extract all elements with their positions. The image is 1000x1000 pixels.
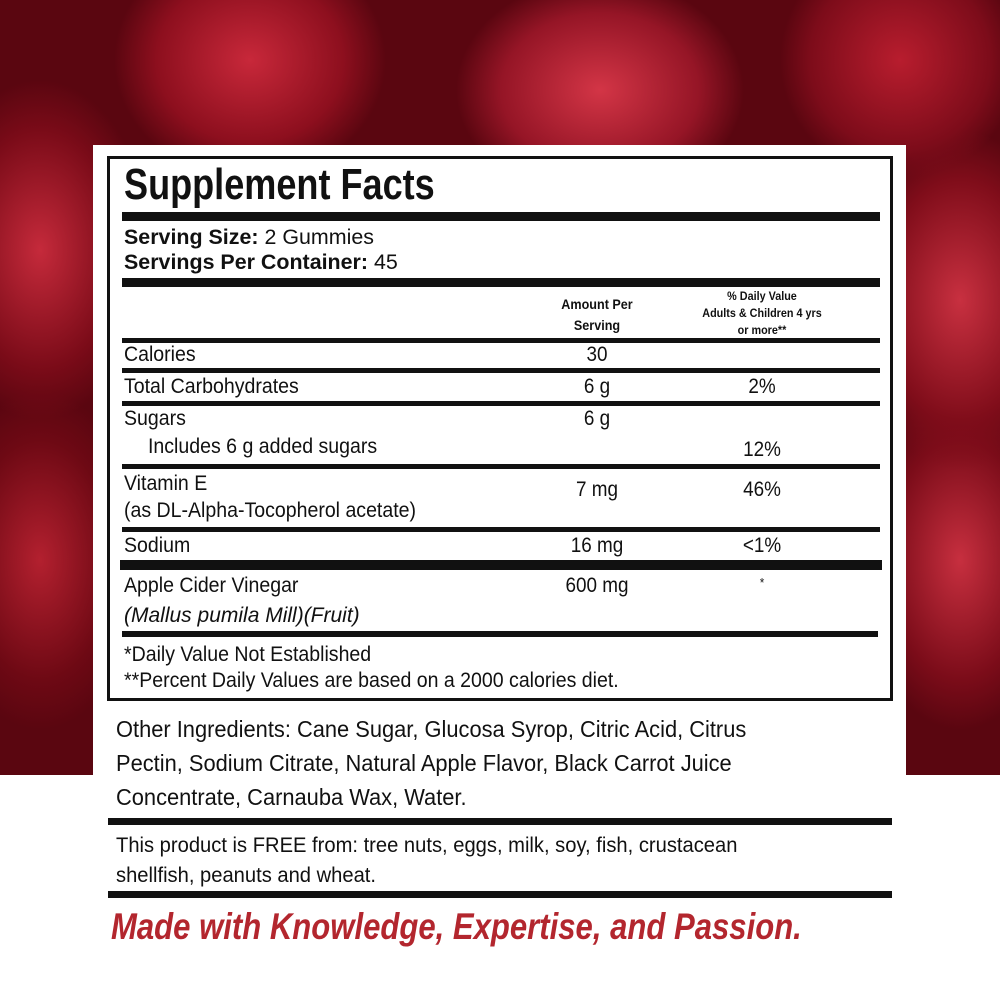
ingredients-line: Pectin, Sodium Citrate, Natural Apple Fl… bbox=[116, 750, 732, 776]
row-name: Apple Cider Vinegar bbox=[124, 574, 299, 597]
divider bbox=[122, 527, 880, 532]
row-name: Calories bbox=[124, 343, 196, 366]
divider bbox=[120, 560, 882, 570]
divider bbox=[122, 212, 880, 221]
supplement-facts-box bbox=[107, 156, 893, 701]
dv-header-line: % Daily Value bbox=[727, 289, 797, 303]
row-name: Includes 6 g added sugars bbox=[148, 435, 378, 458]
serving-size-value: 2 Gummies bbox=[264, 226, 374, 249]
row-name: Sodium bbox=[124, 534, 191, 557]
label-panel bbox=[93, 145, 906, 775]
row-amount: 7 mg bbox=[575, 478, 619, 501]
divider bbox=[108, 891, 892, 898]
footnote: *Daily Value Not Established bbox=[124, 643, 372, 666]
divider bbox=[122, 368, 880, 373]
servings-value: 45 bbox=[373, 251, 398, 274]
row-amount: 6 g bbox=[583, 407, 611, 430]
row-dv: 2% bbox=[748, 375, 776, 398]
serving-size: Serving Size: 2 Gummies bbox=[124, 226, 374, 250]
tagline: Made with Knowledge, Expertise, and Pass… bbox=[111, 906, 802, 947]
divider bbox=[122, 401, 880, 406]
amount-header: Amount Per Serving bbox=[561, 294, 632, 336]
row-sub: (as DL-Alpha-Tocopherol acetate) bbox=[124, 499, 417, 522]
servings-per-container: Servings Per Container: 45 bbox=[124, 251, 398, 275]
divider bbox=[122, 631, 878, 637]
row-dv: 46% bbox=[743, 478, 781, 501]
row-amount: 16 mg bbox=[570, 534, 624, 557]
row-amount: 6 g bbox=[583, 375, 611, 398]
row-dv: * bbox=[759, 575, 765, 590]
page-title: Supplement Facts bbox=[124, 160, 435, 209]
row-dv: <1% bbox=[742, 534, 782, 557]
divider bbox=[122, 338, 880, 343]
row-sub: (Mallus pumila Mill)(Fruit) bbox=[124, 604, 360, 627]
row-name: Vitamin E bbox=[124, 472, 208, 495]
amount-header-line: Serving bbox=[573, 317, 621, 333]
serving-size-label: Serving Size: bbox=[124, 226, 259, 249]
divider bbox=[108, 818, 892, 825]
other-ingredients: Other Ingredients: Cane Sugar, Glucosa S… bbox=[116, 712, 746, 814]
allergen-line: shellfish, peanuts and wheat. bbox=[116, 864, 377, 887]
footnote: **Percent Daily Values are based on a 20… bbox=[124, 669, 619, 692]
dv-header-line: Adults & Children 4 yrs bbox=[702, 306, 822, 320]
row-amount: 30 bbox=[586, 343, 608, 366]
row-amount: 600 mg bbox=[565, 574, 629, 597]
servings-label: Servings Per Container: bbox=[124, 251, 369, 274]
row-name: Sugars bbox=[124, 407, 186, 430]
ingredients-line: Other Ingredients: Cane Sugar, Glucosa S… bbox=[116, 716, 747, 742]
row-name: Total Carbohydrates bbox=[124, 375, 299, 398]
row-dv: 12% bbox=[743, 438, 781, 461]
ingredients-line: Concentrate, Carnauba Wax, Water. bbox=[116, 784, 467, 810]
dv-header: % Daily Value Adults & Children 4 yrs or m… bbox=[702, 288, 821, 339]
dv-header-line: or more** bbox=[737, 323, 787, 337]
divider bbox=[122, 278, 880, 287]
divider bbox=[122, 464, 880, 469]
allergen-line: This product is FREE from: tree nuts, eg… bbox=[116, 834, 738, 857]
amount-header-line: Amount Per bbox=[561, 296, 633, 312]
allergen-statement: This product is FREE from: tree nuts, eg… bbox=[116, 831, 737, 891]
